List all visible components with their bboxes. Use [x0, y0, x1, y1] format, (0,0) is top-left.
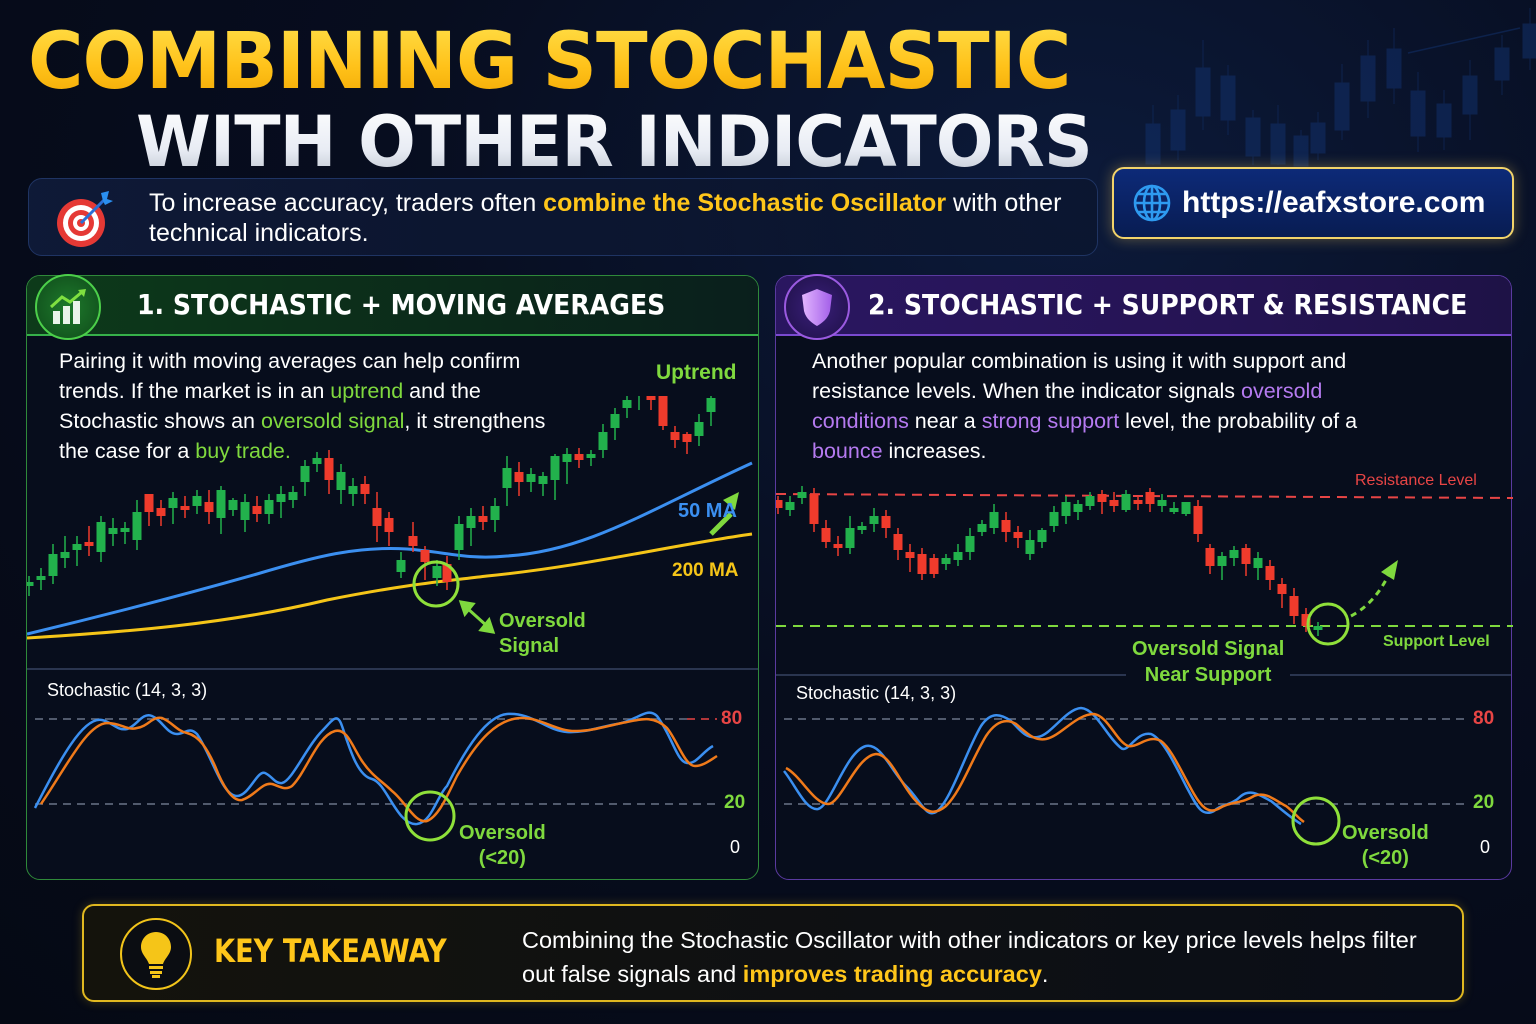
oversold-line-1: Oversold: [459, 822, 546, 844]
desc-highlight: uptrend: [330, 379, 404, 403]
panel-badge: [35, 274, 101, 340]
stochastic-chart: [783, 706, 1466, 846]
chart-bars-uptrend-icon: [49, 289, 86, 324]
desc-text: near a: [908, 409, 982, 433]
takeaway-highlight: improves trading accuracy: [742, 961, 1042, 987]
ma200-label: 200 MA: [672, 560, 739, 581]
support-label: Support Level: [1383, 633, 1490, 650]
panel-title: 2. STOCHASTIC + SUPPORT & RESISTANCE: [868, 288, 1468, 321]
panel-badge: [784, 274, 850, 340]
oversold-line-1: Oversold: [1342, 822, 1429, 844]
panel-support-resistance: 2. STOCHASTIC + SUPPORT & RESISTANCE Ano…: [775, 274, 1513, 880]
desc-highlight: oversold conditions: [812, 379, 1323, 433]
intro-banner: To increase accuracy, traders often comb…: [28, 178, 1098, 256]
takeaway-text: Combining the Stochastic Oscillator with…: [522, 923, 1442, 991]
ma50-label: 50 MA: [678, 500, 737, 522]
oversold-near-support-label: Oversold Signal Near Support: [1126, 636, 1291, 688]
stochastic-title: Stochastic (14, 3, 3): [796, 683, 957, 703]
desc-text: Pairing it with moving averages can help…: [59, 349, 521, 403]
intro-text-part: with other technical indicators.: [149, 189, 1062, 247]
panel-header: 2. STOCHASTIC + SUPPORT & RESISTANCE: [776, 274, 1511, 340]
ma50-line: [27, 461, 753, 636]
panel-moving-averages: 1. STOCHASTIC + MOVING AVERAGES Pairing …: [26, 274, 759, 880]
stochastic-d-line: [39, 716, 718, 823]
website-url[interactable]: https://eafxstore.com: [1182, 186, 1486, 219]
oversold-label: Oversold (<20): [459, 821, 546, 871]
intro-text: To increase accuracy, traders often comb…: [149, 188, 1089, 248]
page-title-line-2: WITH OTHER INDICATORS: [136, 101, 1093, 183]
target-dart-icon: [57, 191, 113, 247]
lightbulb-icon: [141, 932, 171, 978]
oversold-circle: [1306, 602, 1350, 646]
oversold-near-line-1: Oversold Signal: [1132, 638, 1285, 660]
page-title-line-1: COMBINING STOCHASTIC: [28, 17, 1071, 107]
ma200-line: [27, 532, 753, 640]
panel-title: 1. STOCHASTIC + MOVING AVERAGES: [137, 288, 666, 321]
oversold-line-2: (<20): [478, 847, 526, 869]
key-takeaway-box: KEY TAKEAWAY Combining the Stochastic Os…: [82, 904, 1464, 1002]
desc-highlight: strong support: [981, 409, 1120, 433]
takeaway-text-part: .: [1041, 961, 1049, 987]
level-0-label: 0: [730, 837, 741, 857]
resistance-line: [776, 493, 1513, 499]
panel-description: Another popular combination is using it …: [812, 346, 1372, 466]
desc-highlight: oversold signal: [260, 409, 405, 433]
stochastic-chart: [33, 711, 718, 842]
bounce-arrow-head-icon: [1381, 560, 1398, 580]
panel-description: Pairing it with moving averages can help…: [59, 346, 579, 466]
panel-header: 1. STOCHASTIC + MOVING AVERAGES: [27, 274, 758, 340]
oversold-label: Oversold (<20): [1342, 821, 1429, 871]
candlesticks: [776, 486, 1323, 636]
level-20-label: 20: [724, 792, 746, 813]
oversold-circle: [404, 790, 456, 842]
stochastic-d-line: [785, 712, 1305, 824]
bounce-arrow: [1350, 575, 1390, 618]
shield-icon: [802, 289, 832, 326]
lightbulb-badge: [120, 918, 192, 990]
desc-text: Another popular combination is using it …: [812, 349, 1347, 403]
intro-text-part: To increase accuracy, traders often: [149, 189, 544, 217]
divider: [27, 668, 758, 670]
price-chart-sr: [776, 486, 1513, 646]
uptrend-label: Uptrend: [656, 361, 737, 384]
website-link[interactable]: https://eafxstore.com: [1112, 167, 1514, 239]
intro-highlight: combine the Stochastic Oscillator: [543, 189, 947, 217]
level-20-label: 20: [1473, 792, 1495, 813]
desc-text: and the Stochastic shows an: [59, 379, 481, 433]
oversold-near-line-2: Near Support: [1144, 664, 1272, 686]
desc-text: level, the probability of a: [1119, 409, 1358, 433]
level-80-label: 80: [1473, 708, 1495, 729]
price-chart-ma: [27, 396, 753, 640]
oversold-signal-line-2: Signal: [499, 635, 560, 657]
oversold-signal-label: Oversold Signal: [499, 609, 586, 659]
desc-highlight: bounce: [812, 439, 883, 463]
uptrend-arrow-icon: [709, 492, 739, 536]
level-0-label: 0: [1480, 837, 1491, 857]
globe-icon: [1133, 184, 1171, 222]
desc-text: increases.: [882, 439, 987, 463]
oversold-circle: [1291, 796, 1341, 846]
candlesticks: [27, 396, 716, 596]
level-80-label: 80: [721, 708, 743, 729]
background-candlesticks: [1145, 8, 1536, 167]
takeaway-text-part: Combining the Stochastic Oscillator with…: [522, 927, 1417, 987]
takeaway-title: KEY TAKEAWAY: [214, 932, 447, 970]
desc-highlight: buy trade.: [195, 439, 291, 463]
oversold-circle: [412, 560, 460, 608]
desc-text: , it strengthens the case for a: [59, 409, 546, 463]
resistance-label: Resistance Level: [1355, 472, 1477, 489]
double-arrow-icon: [458, 600, 496, 634]
stochastic-title: Stochastic (14, 3, 3): [47, 680, 208, 700]
oversold-signal-line-1: Oversold: [499, 610, 586, 632]
oversold-line-2: (<20): [1361, 847, 1409, 869]
